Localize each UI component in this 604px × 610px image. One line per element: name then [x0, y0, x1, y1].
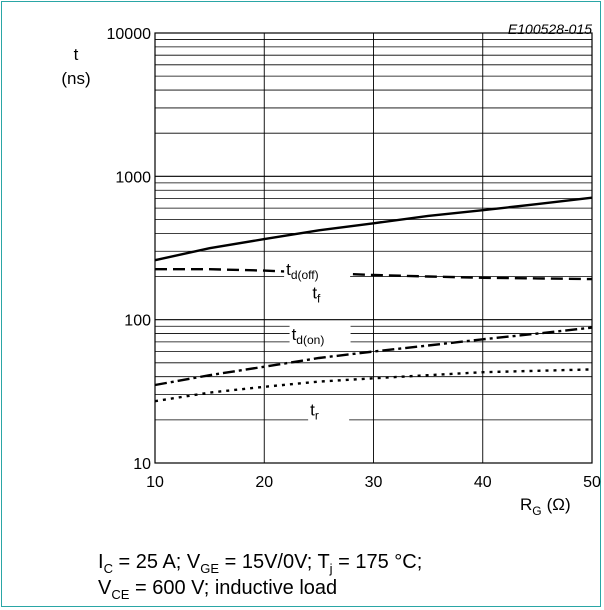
tick-labels: 10 100 1000 10000 10 20 30 40 50 [107, 26, 602, 491]
y-axis-symbol: t [74, 45, 79, 64]
series-group [154, 196, 593, 403]
x-axis-label: RG (Ω) [520, 495, 571, 518]
x-tick-label: 10 [146, 474, 164, 491]
plot-border [154, 32, 593, 464]
x-axis-symbol: R [520, 495, 532, 514]
test-conditions-line-2: VCE = 600 V; inductive load [98, 577, 337, 602]
series-label-bg [289, 324, 351, 349]
y-tick-label: 10 [133, 456, 151, 473]
series-label: td(off) [286, 260, 319, 282]
series-line-f [155, 268, 593, 281]
series-line-r [154, 368, 593, 403]
y-tick-label: 1000 [115, 169, 151, 186]
series-labels: td(off)tf td(on) tr [284, 258, 352, 424]
x-axis-subscript: G [532, 504, 541, 518]
test-conditions-line-1: IC = 25 A; VGE = 15V/0V; Tj = 175 °C; [98, 551, 422, 576]
x-tick-label: 40 [474, 474, 492, 491]
series-label-bg [308, 399, 350, 424]
series-label-bg [310, 282, 352, 307]
series-label-bg [284, 258, 351, 283]
y-axis-unit: (ns) [61, 69, 90, 88]
series-label: tf [312, 284, 321, 306]
series-label: tr [310, 400, 319, 422]
y-tick-label: 100 [124, 313, 151, 330]
series-label: td(on) [292, 325, 325, 347]
series-line-doff [154, 196, 593, 262]
x-tick-label: 50 [583, 474, 601, 491]
grid [155, 33, 592, 463]
x-tick-label: 20 [255, 474, 273, 491]
x-tick-label: 30 [365, 474, 383, 491]
y-tick-label: 10000 [107, 26, 152, 43]
series-line-don [154, 326, 593, 387]
x-axis-unit: (Ω) [547, 495, 571, 514]
document-id: E100528-015 [508, 21, 592, 37]
